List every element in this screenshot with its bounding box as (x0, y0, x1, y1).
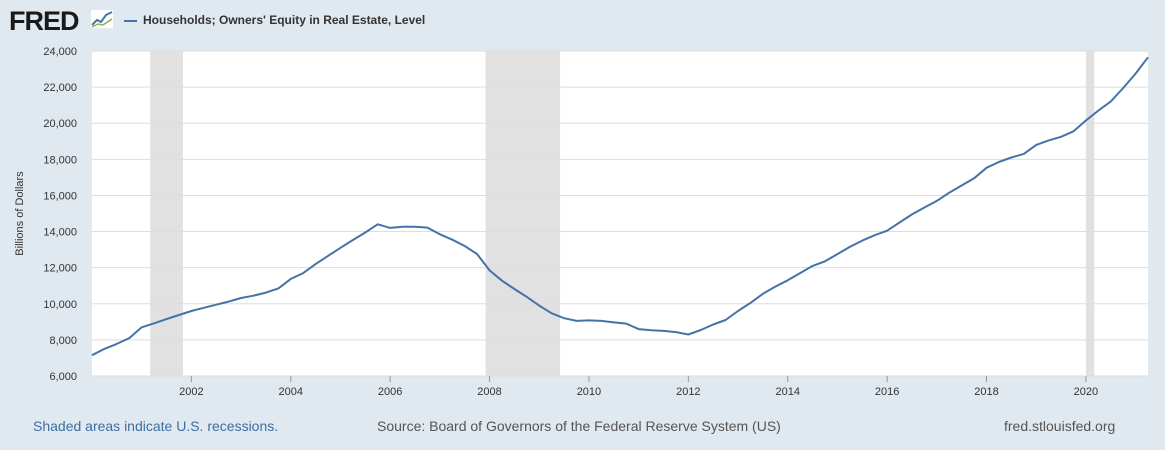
fred-logo[interactable]: FRED (9, 6, 79, 36)
x-tick-label: 2010 (577, 386, 601, 398)
x-tick-label: 2018 (974, 386, 998, 398)
y-tick-label: 18,000 (43, 154, 77, 166)
gridlines (92, 50, 1148, 377)
y-axis-title: Billions of Dollars (14, 171, 26, 256)
x-tick-label: 2012 (676, 386, 700, 398)
x-tick-label: 2020 (1074, 386, 1098, 398)
y-tick-label: 6,000 (49, 371, 77, 383)
x-tick-label: 2008 (477, 386, 501, 398)
x-tick-label: 2006 (378, 386, 402, 398)
series-layer (91, 56, 1149, 357)
x-tick-label: 2002 (179, 386, 203, 398)
y-tick-label: 22,000 (43, 82, 77, 94)
recession-note[interactable]: Shaded areas indicate U.S. recessions. (33, 418, 279, 434)
chart: 6,000 8,000 10,000 12,000 14,000 16,000 18,000… (14, 46, 1149, 398)
x-axis-ticks: 2002 2004 2006 2008 2010 2012 2014 2016 2018 2020 (179, 376, 1098, 398)
site-link[interactable]: fred.stlouisfed.org (1004, 418, 1116, 434)
plot-area (92, 51, 1148, 376)
recession-shading (150, 51, 1095, 376)
recession-band-3 (1085, 51, 1095, 376)
recession-band-1 (150, 51, 183, 376)
line-graph-icon (90, 9, 114, 29)
source-note[interactable]: Source: Board of Governors of the Federa… (377, 418, 781, 434)
y-tick-label: 12,000 (43, 263, 77, 275)
y-tick-label: 24,000 (43, 46, 77, 58)
header: FRED Households; Owners' Equity in Real … (0, 0, 1165, 44)
y-axis-ticks: 6,000 8,000 10,000 12,000 14,000 16,000 18,000… (43, 46, 77, 383)
y-tick-label: 20,000 (43, 118, 77, 130)
y-tick-label: 10,000 (43, 299, 77, 311)
recession-band-2 (485, 51, 561, 376)
x-tick-label: 2004 (279, 386, 303, 398)
y-tick-label: 14,000 (43, 227, 77, 239)
legend-series-label[interactable]: Households; Owners' Equity in Real Estat… (143, 13, 426, 27)
x-tick-label: 2016 (875, 386, 899, 398)
x-tick-label: 2014 (775, 386, 799, 398)
y-tick-label: 8,000 (49, 335, 77, 347)
series-line-1[interactable] (91, 56, 1149, 357)
y-tick-label: 16,000 (43, 190, 77, 202)
legend-swatch (124, 20, 137, 22)
